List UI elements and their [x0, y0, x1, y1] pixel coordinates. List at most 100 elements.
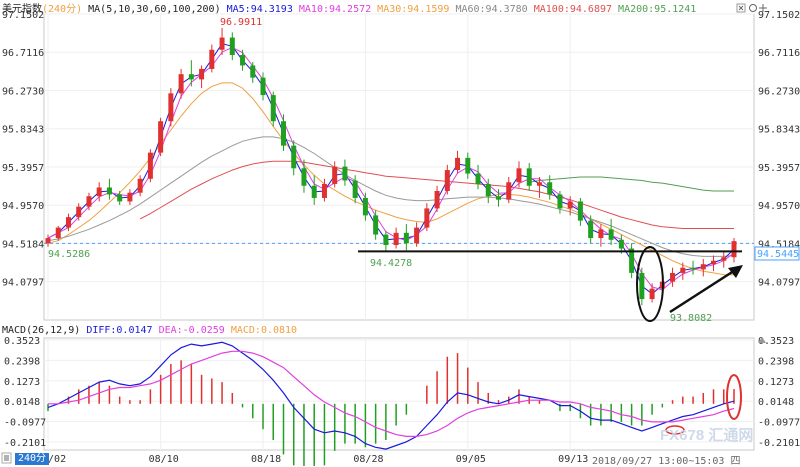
price-tick-right: 94.9570	[758, 201, 800, 212]
macd-value: MACD:0.0810	[230, 325, 298, 336]
ma100-value: MA100:94.6897	[533, 4, 613, 15]
trend-arrowhead-icon	[728, 265, 743, 278]
menu-icon[interactable]	[1, 452, 12, 464]
candle-body	[526, 168, 532, 186]
candle-body	[291, 145, 297, 169]
candle-body	[199, 68, 205, 80]
candle-body	[680, 267, 686, 273]
candle-body	[506, 182, 512, 200]
candle-body	[711, 260, 717, 265]
candle-body	[393, 232, 399, 246]
x-tick-label: 08/02	[36, 454, 66, 465]
candle-body	[567, 201, 573, 209]
candle-body	[598, 229, 604, 239]
candle-body	[352, 180, 358, 198]
price-tick-right: 94.5184	[758, 239, 800, 250]
x-tick-label: 09/13	[558, 454, 588, 465]
x-tick-label: 08/28	[353, 454, 383, 465]
candle-body	[373, 215, 379, 235]
diff-line	[47, 341, 735, 450]
close-icon[interactable]	[736, 3, 746, 13]
last-price-box	[754, 246, 800, 261]
candle-body	[516, 168, 522, 183]
candle-body	[608, 229, 614, 240]
annotation-ellipse-red-large	[726, 374, 742, 420]
ma10-value: MA10:94.2572	[298, 4, 372, 15]
add-icon[interactable]	[759, 4, 767, 12]
macd-tick-right: 0.2398	[758, 356, 794, 367]
candle-body	[577, 201, 583, 221]
price-tick-left: 95.3957	[2, 163, 44, 174]
macd-tick-right: -0.2101	[758, 438, 800, 449]
candle-body	[670, 272, 676, 282]
price-tick-left: 94.0797	[2, 278, 44, 289]
candle-body	[301, 168, 307, 186]
ma-line-ma30	[47, 82, 734, 276]
macd-tick-left: -0.0977	[4, 418, 46, 429]
macd-arrow-icon[interactable]	[758, 337, 766, 343]
price-tick-left: 94.9570	[2, 201, 44, 212]
watermark: FX678 汇通网	[660, 427, 754, 444]
candle-body	[76, 206, 82, 218]
price-tick-left: 97.1502	[2, 10, 44, 21]
candle-body	[96, 187, 102, 197]
candle-body	[731, 241, 737, 258]
candle-body	[117, 194, 123, 202]
macd-panel-frame	[43, 337, 755, 451]
candle-body	[342, 166, 348, 181]
ma60-value: MA60:94.3780	[455, 4, 528, 15]
x-axis: 08/02 08/10 08/18 08/28 09/05 09/13	[36, 454, 588, 465]
candle-body	[434, 190, 440, 209]
macd-tick-right: 0.0148	[758, 397, 794, 408]
candle-body	[424, 208, 430, 228]
candle-body	[127, 192, 133, 202]
ma-label: MA(5,10,30,60,100,200)	[88, 4, 221, 15]
candle-body	[229, 37, 235, 55]
ma-line-ma60	[47, 136, 735, 257]
candle-body	[690, 267, 696, 270]
candle-body	[65, 217, 71, 228]
diff-value: DIFF:0.0147	[86, 325, 153, 336]
dea-value: DEA:-0.0259	[158, 325, 225, 336]
candle-body	[362, 197, 368, 216]
candle-body	[55, 227, 61, 239]
macd-tick-right: -0.0977	[758, 418, 800, 429]
x-tick-label: 08/10	[149, 454, 179, 465]
candle-body	[270, 95, 276, 122]
candle-body	[137, 178, 143, 193]
settings-icon[interactable]	[749, 4, 757, 12]
candle-body	[414, 227, 420, 244]
macd-tick-left: 0.2398	[4, 356, 40, 367]
annotation-high: 96.9911	[220, 17, 262, 28]
candle-body	[557, 194, 563, 209]
macd-tick-left: 0.0148	[4, 397, 40, 408]
candle-body	[106, 187, 112, 195]
period-button[interactable]: 240分	[15, 453, 50, 465]
candle-body	[403, 232, 409, 244]
candle-body	[240, 54, 246, 66]
candle-body	[158, 121, 164, 153]
candle-body	[188, 74, 194, 80]
candles	[45, 27, 737, 306]
ma-line-ma100	[139, 160, 734, 229]
grid	[44, 13, 754, 450]
candle-body	[321, 184, 327, 198]
candle-body	[455, 157, 461, 171]
price-tick-left: 96.2730	[2, 86, 44, 97]
candle-body	[147, 152, 153, 179]
macd-label: MACD(26,12,9)	[2, 325, 81, 336]
candle-body	[332, 166, 338, 185]
period-label: (240分)	[42, 4, 83, 15]
macd-histogram	[47, 353, 735, 466]
candle-body	[496, 196, 502, 200]
candle-body	[383, 234, 389, 246]
annotation-support: 94.4278	[370, 258, 412, 269]
price-tick-right: 97.1502	[758, 10, 800, 21]
candle-body	[311, 185, 317, 198]
annotation-ellipse-black	[636, 246, 664, 322]
candle-body	[588, 220, 594, 239]
candle-body	[86, 196, 92, 207]
candle-body	[280, 121, 286, 146]
macd-tick-left: 0.3523	[4, 336, 40, 347]
macd-header: MACD(26,12,9) DIFF:0.0147 DEA:-0.0259 MA…	[2, 325, 297, 336]
